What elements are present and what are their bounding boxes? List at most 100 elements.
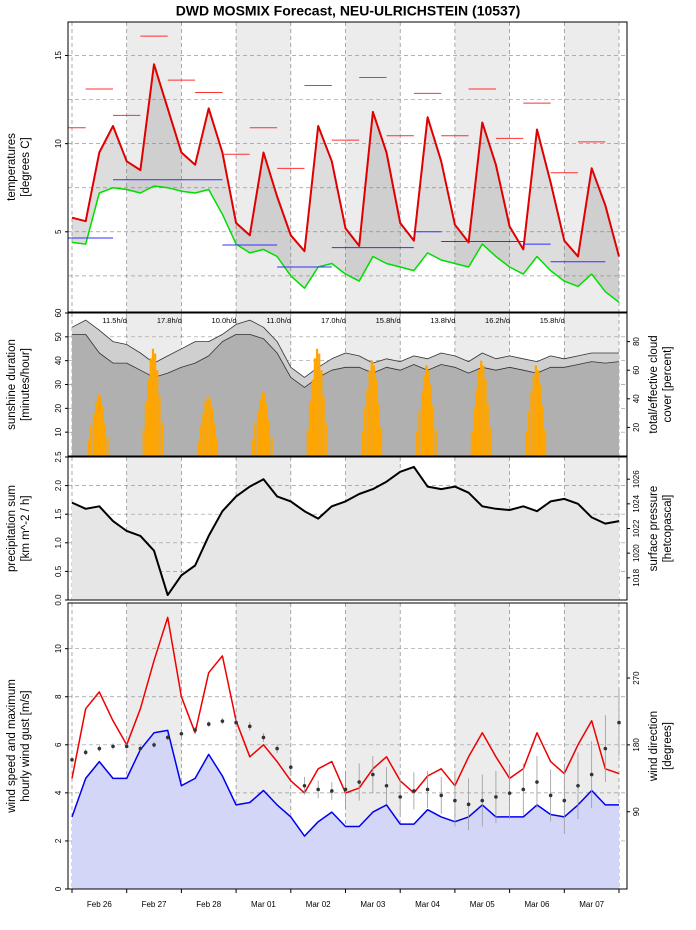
point xyxy=(562,798,567,803)
point xyxy=(507,791,512,795)
bar xyxy=(418,410,421,456)
y-axis-label: hourly wind gust [m/s] xyxy=(20,690,32,801)
bar xyxy=(204,401,207,456)
bar xyxy=(254,422,257,456)
bar xyxy=(423,374,426,456)
bar xyxy=(363,408,366,456)
point xyxy=(357,780,361,784)
bar xyxy=(482,365,485,456)
bar xyxy=(484,379,487,456)
y2-axis-label: [hetcopascal] xyxy=(662,495,674,563)
bar xyxy=(161,422,164,456)
point xyxy=(412,789,416,793)
bar xyxy=(97,394,100,456)
bar xyxy=(206,396,209,456)
y2-tick-label: 1024 xyxy=(632,494,641,512)
bar xyxy=(144,401,147,456)
bar xyxy=(486,403,489,456)
x-tick-label: Mar 01 xyxy=(251,900,276,909)
data-label: 16.2h/d xyxy=(485,316,510,325)
point xyxy=(576,783,580,788)
point xyxy=(439,793,444,798)
y-tick-label: 8 xyxy=(54,694,63,699)
y-tick-label: 5 xyxy=(54,229,63,234)
bar xyxy=(267,420,271,456)
day-shade xyxy=(345,22,401,312)
point xyxy=(466,802,471,807)
bar xyxy=(322,396,325,456)
bar xyxy=(90,425,93,456)
bar xyxy=(325,422,328,456)
y-tick-label: 0 xyxy=(54,886,63,891)
x-tick-label: Feb 26 xyxy=(87,900,112,909)
bar xyxy=(527,410,530,456)
point xyxy=(535,780,539,784)
bar xyxy=(366,389,369,456)
x-tick-label: Mar 07 xyxy=(579,900,604,909)
bar xyxy=(361,432,364,456)
point xyxy=(617,720,621,725)
y2-tick-label: 1022 xyxy=(632,519,641,537)
y-axis-label: wind speed and maximum xyxy=(6,679,18,814)
line xyxy=(71,319,619,378)
bar xyxy=(475,389,478,456)
bar xyxy=(480,360,483,456)
data-label: 17.8h/d xyxy=(157,316,182,325)
x-tick-label: Feb 27 xyxy=(142,900,167,909)
y-axis-label: [minutes/hour] xyxy=(20,348,32,421)
bar xyxy=(103,422,106,456)
bar xyxy=(370,360,373,456)
y-axis-label: precipitation sum xyxy=(6,485,18,572)
y2-axis-label: wind direction xyxy=(648,711,660,782)
bar xyxy=(101,405,104,456)
bar xyxy=(429,384,432,456)
bar xyxy=(420,391,424,456)
bar xyxy=(263,394,266,456)
point xyxy=(453,798,457,803)
bar xyxy=(149,358,152,456)
bar xyxy=(306,429,309,456)
bar xyxy=(210,408,214,456)
bar xyxy=(525,432,528,456)
y-tick-label: 10 xyxy=(54,644,63,653)
point xyxy=(330,789,334,793)
y2-tick-label: 20 xyxy=(632,422,641,431)
y-tick-label: 40 xyxy=(54,356,63,365)
point xyxy=(371,772,375,777)
bar xyxy=(470,432,473,456)
bar xyxy=(489,427,492,456)
y-tick-label: 4 xyxy=(54,790,63,795)
bar xyxy=(261,391,264,456)
area xyxy=(72,730,619,889)
point xyxy=(521,787,526,792)
y-tick-label: 1.0 xyxy=(54,537,63,549)
data-label: 13.8h/d xyxy=(430,316,455,325)
x-tick-label: Mar 03 xyxy=(360,900,385,909)
y-tick-label: 15 xyxy=(54,50,63,59)
bar xyxy=(251,439,255,456)
bar xyxy=(431,405,435,456)
bar xyxy=(532,374,535,456)
bar xyxy=(147,379,150,456)
point xyxy=(124,744,129,749)
point xyxy=(138,746,143,751)
bar xyxy=(539,384,542,456)
bar xyxy=(142,429,145,456)
bar xyxy=(99,396,102,456)
bar xyxy=(197,441,200,456)
y2-axis-label: total/effective cloud xyxy=(648,335,660,433)
bar xyxy=(434,429,437,456)
x-tick-label: Mar 02 xyxy=(306,900,331,909)
data-label: 17.0h/d xyxy=(321,316,346,325)
point xyxy=(589,772,594,777)
x-tick-label: Mar 06 xyxy=(525,900,550,909)
y-tick-label: 2.5 xyxy=(54,451,63,463)
point xyxy=(398,795,403,799)
y2-tick-label: 60 xyxy=(632,365,641,374)
bar xyxy=(106,436,109,456)
bar xyxy=(265,403,268,456)
point xyxy=(247,724,252,729)
point xyxy=(261,735,266,740)
line xyxy=(71,465,620,597)
